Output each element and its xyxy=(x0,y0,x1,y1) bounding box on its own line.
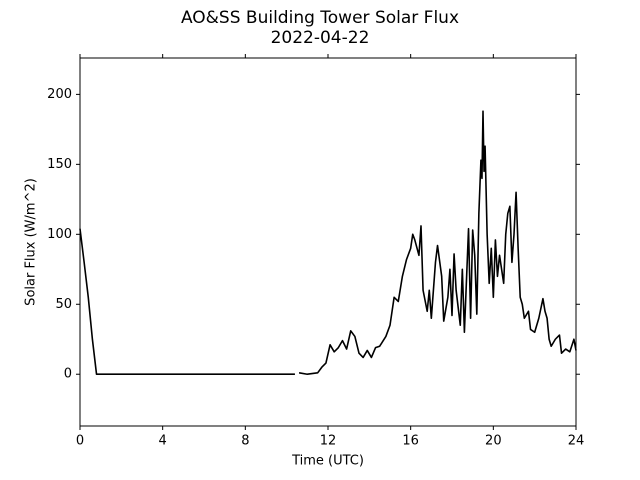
x-tick-label: 20 xyxy=(485,434,502,449)
x-tick-label: 4 xyxy=(159,434,167,449)
y-tick-label: 100 xyxy=(47,227,72,242)
plot-frame xyxy=(79,57,577,427)
x-axis-label: Time (UTC) xyxy=(291,454,364,469)
x-tick-label: 12 xyxy=(320,434,337,449)
x-tick-label: 8 xyxy=(241,434,249,449)
y-tick-label: 200 xyxy=(47,87,72,102)
data-line xyxy=(79,110,577,376)
x-tick-label: 0 xyxy=(76,434,84,449)
y-tick-label: 0 xyxy=(64,367,72,382)
chart-subtitle: 2022-04-22 xyxy=(271,28,370,48)
y-axis-label: Solar Flux (W/m^2) xyxy=(24,178,39,306)
y-tick-label: 50 xyxy=(55,297,72,312)
chart-title: AO&SS Building Tower Solar Flux xyxy=(181,8,459,28)
x-tick-label: 16 xyxy=(402,434,419,449)
y-tick-label: 150 xyxy=(47,157,72,172)
x-tick-label: 24 xyxy=(568,434,585,449)
